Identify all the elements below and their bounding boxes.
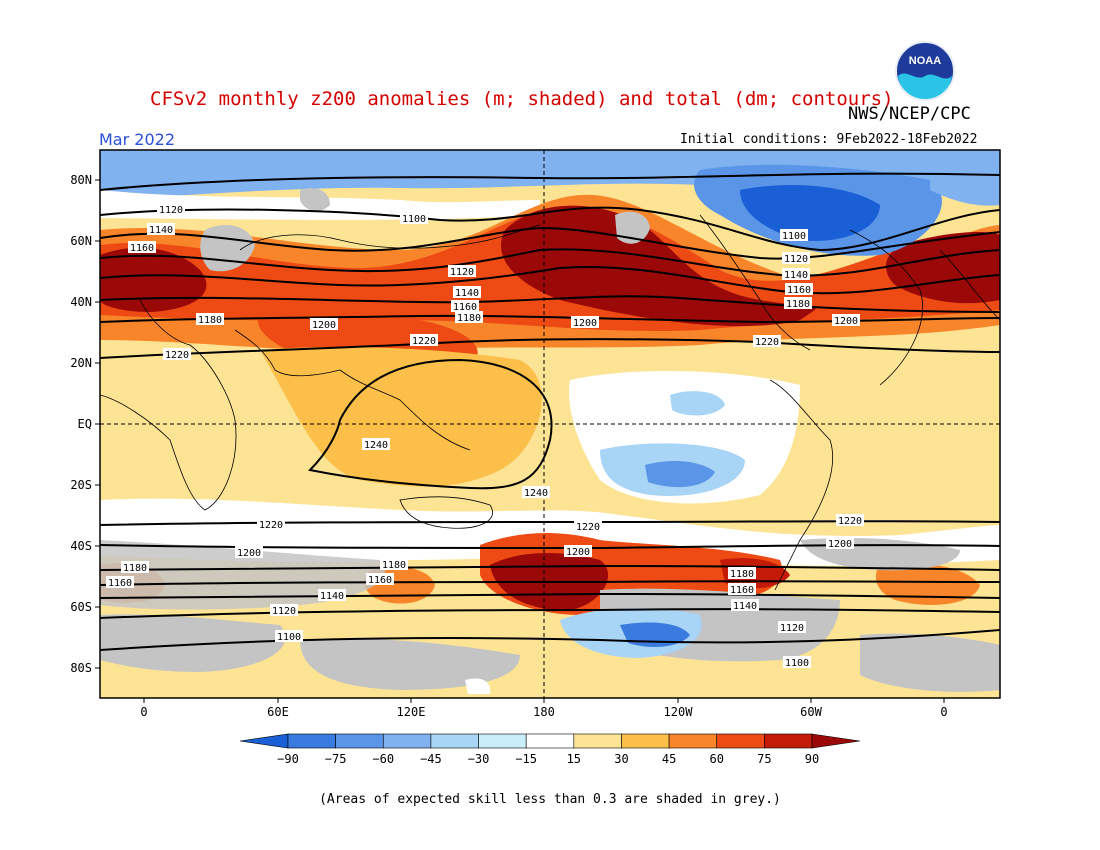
agency-label: NWS/NCEP/CPC <box>848 104 971 124</box>
contour-label: 1180 <box>123 563 147 574</box>
forecast-month: Mar 2022 <box>99 130 175 149</box>
legend-tick-label: −45 <box>420 752 442 766</box>
legend-swatch <box>478 733 527 749</box>
contour-label: 1160 <box>130 243 154 254</box>
contour-label: 1240 <box>524 488 548 499</box>
contour-label: 1140 <box>149 225 173 236</box>
lat-label: 40N <box>70 295 92 309</box>
legend-tick-label: −60 <box>372 752 394 766</box>
contour-label: 1160 <box>453 302 477 313</box>
contour-label: 1120 <box>780 623 804 634</box>
chart-title: CFSv2 monthly z200 anomalies (m; shaded)… <box>150 88 894 110</box>
legend-tick-label: 60 <box>710 752 724 766</box>
contour-label: 1140 <box>784 270 808 281</box>
contour-label: 1220 <box>838 516 862 527</box>
lat-label: 60S <box>70 600 92 614</box>
lon-label: 120E <box>397 705 426 719</box>
lon-label: 0 <box>140 705 147 719</box>
lon-label: 0 <box>940 705 947 719</box>
contour-label: 1200 <box>828 539 852 550</box>
legend-swatch <box>525 733 575 749</box>
legend-tick-label: 75 <box>757 752 771 766</box>
initial-conditions: Initial conditions: 9Feb2022-18Feb2022 <box>680 132 978 147</box>
contour-label: 1160 <box>730 585 754 596</box>
lon-label: 180 <box>533 705 555 719</box>
contour-label: 1200 <box>312 320 336 331</box>
contour-label: 1180 <box>730 569 754 580</box>
contour-label: 1180 <box>786 299 810 310</box>
contour-label: 1140 <box>455 288 479 299</box>
legend-swatch <box>430 733 479 749</box>
contour-label: 1220 <box>412 336 436 347</box>
lat-label: 60N <box>70 234 92 248</box>
legend-tick-label: −15 <box>515 752 537 766</box>
contour-label: 1120 <box>450 267 474 278</box>
contour-label: 1160 <box>108 578 132 589</box>
lon-label: 60W <box>800 705 822 719</box>
legend-swatch <box>287 733 336 749</box>
lat-label: 20S <box>70 478 92 492</box>
contour-label: 1180 <box>382 560 406 571</box>
legend-tick-label: 15 <box>567 752 581 766</box>
contour-label: 1220 <box>576 522 600 533</box>
legend-swatch <box>668 733 718 749</box>
legend-tick-label: 30 <box>614 752 628 766</box>
contour-label: 1200 <box>834 316 858 327</box>
legend-tick-label: −90 <box>277 752 299 766</box>
skill-footnote: (Areas of expected skill less than 0.3 a… <box>319 792 781 807</box>
legend-swatch <box>382 733 432 749</box>
contour-label: 1120 <box>159 205 183 216</box>
contour-label: 1220 <box>165 350 189 361</box>
legend-swatch <box>335 733 384 749</box>
contour-label: 1220 <box>755 337 779 348</box>
coastlines <box>100 214 1000 591</box>
legend-tick-label: 90 <box>805 752 819 766</box>
contour-label: 1160 <box>787 285 811 296</box>
contour-label: 1100 <box>277 632 301 643</box>
lat-label: 80S <box>70 661 92 675</box>
contour-label: 1140 <box>733 601 757 612</box>
contour-label: 1240 <box>364 440 388 451</box>
legend-tick-label: −30 <box>468 752 490 766</box>
legend-swatch <box>621 733 670 749</box>
contour-label: 1220 <box>259 520 283 531</box>
contour-label: 1160 <box>368 575 392 586</box>
contour-label: 1120 <box>272 606 296 617</box>
legend-swatch <box>811 733 861 749</box>
contour-value-labels: 1120 1140 1160 1100 1180 1200 1220 1120 … <box>106 203 864 669</box>
contour-label: 1120 <box>784 254 808 265</box>
contour-label: 1200 <box>237 548 261 559</box>
contour-label: 1140 <box>320 591 344 602</box>
contour-label: 1100 <box>402 214 426 225</box>
legend-swatch <box>573 733 622 749</box>
lat-label: 40S <box>70 539 92 553</box>
contour-lines <box>100 172 1000 651</box>
lat-label: 20N <box>70 356 92 370</box>
contour-label: 1100 <box>785 658 809 669</box>
contour-label: 1100 <box>782 231 806 242</box>
shading-layer <box>100 150 1000 698</box>
contour-label: 1180 <box>198 315 222 326</box>
contour-label: 1180 <box>457 313 481 324</box>
contour-label: 1200 <box>573 318 597 329</box>
contour-label: 1200 <box>566 547 590 558</box>
lat-label: 80N <box>70 173 92 187</box>
legend-swatch <box>716 733 765 749</box>
lon-label: 60E <box>267 705 289 719</box>
legend-swatch <box>239 733 289 749</box>
lon-label: 120W <box>664 705 694 719</box>
lat-label: EQ <box>78 417 92 431</box>
legend-tick-label: −75 <box>325 752 347 766</box>
logo-text: NOAA <box>909 55 941 67</box>
legend-tick-label: 45 <box>662 752 676 766</box>
legend-swatch <box>764 733 813 749</box>
noaa-logo: NOAA <box>895 41 955 101</box>
